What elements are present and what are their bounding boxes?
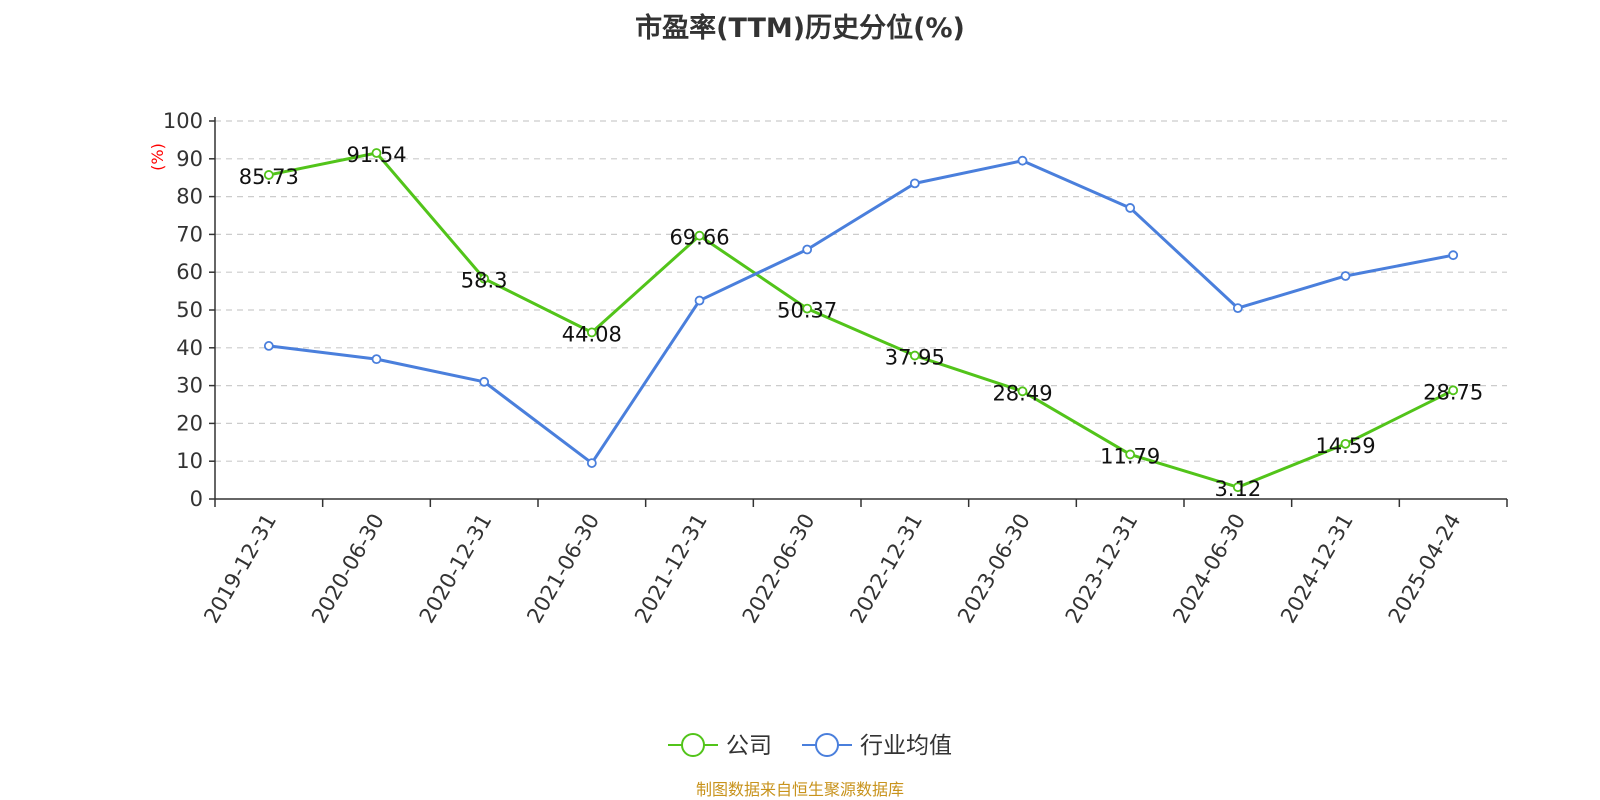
grid-lines <box>215 120 1507 462</box>
data-labels: 85.73 91.54 58.3 44.08 69.66 50.37 37.95 28.49 1… <box>239 143 1483 501</box>
data-point <box>802 303 813 314</box>
y-tick-label: 100 <box>163 109 203 133</box>
data-point <box>263 341 274 351</box>
data-label: 28.75 <box>1423 380 1483 404</box>
series-lines <box>263 148 1459 493</box>
data-point <box>1017 386 1028 397</box>
y-tick-label: 70 <box>176 222 203 246</box>
legend-item-0[interactable]: 公司 <box>668 733 772 759</box>
x-tick-label: 2021-12-31 <box>630 510 712 628</box>
x-tick-label: 2024-06-30 <box>1168 510 1250 628</box>
legend-marker-icon <box>815 733 839 757</box>
x-tick-label: 2020-06-30 <box>307 510 389 628</box>
legend[interactable]: 公司 行业均值 <box>668 733 952 759</box>
data-point <box>1232 482 1243 493</box>
y-tick-label: 30 <box>176 374 203 398</box>
data-point <box>1448 385 1459 396</box>
data-point <box>909 350 920 361</box>
data-point <box>1125 449 1136 460</box>
data-point <box>263 170 274 180</box>
y-tick-label: 20 <box>176 411 203 435</box>
data-label: 11.79 <box>1100 444 1160 468</box>
series-line-1 <box>268 159 1454 465</box>
data-point <box>694 230 705 241</box>
y-axis-label: (%) <box>148 143 167 171</box>
legend-marker-icon <box>681 733 705 757</box>
x-tick-label: 2023-12-31 <box>1061 510 1143 628</box>
data-point <box>479 273 490 284</box>
y-tick-label: 60 <box>176 260 203 284</box>
x-tick-label: 2024-12-31 <box>1276 510 1358 628</box>
data-point <box>1232 303 1243 314</box>
legend-label: 行业均值 <box>860 733 952 759</box>
data-label: 3.12 <box>1214 477 1261 501</box>
legend-item-1[interactable]: 行业均值 <box>802 733 952 759</box>
data-label: 37.95 <box>885 346 945 370</box>
data-point <box>1340 438 1351 449</box>
legend-label: 公司 <box>726 733 772 759</box>
data-label: 85.73 <box>239 165 299 189</box>
x-tick-label: 2023-06-30 <box>953 510 1035 628</box>
data-point <box>694 295 705 306</box>
y-tick-label: 50 <box>176 298 203 322</box>
y-tick-label: 0 <box>190 487 203 511</box>
data-point <box>1125 203 1136 213</box>
x-tick-label: 2021-06-30 <box>522 510 604 628</box>
data-point <box>802 244 813 255</box>
data-point <box>1340 271 1351 281</box>
source-note: 制图数据来自恒生聚源数据库 <box>695 780 904 799</box>
data-point <box>479 376 490 387</box>
x-tick-label: 2020-12-31 <box>415 510 497 628</box>
data-label: 58.3 <box>461 269 508 293</box>
y-tick-label: 10 <box>176 449 203 473</box>
data-label: 91.54 <box>346 143 406 167</box>
data-point <box>371 354 382 365</box>
data-label: 69.66 <box>669 226 729 250</box>
x-tick-label: 2022-12-31 <box>845 510 927 628</box>
y-tick-label: 90 <box>176 147 203 171</box>
x-tick-label: 2022-06-30 <box>738 510 820 628</box>
data-point <box>1017 155 1028 166</box>
data-point <box>586 327 597 338</box>
chart-title: 市盈率(TTM)历史分位(%) <box>635 13 965 44</box>
data-point <box>1448 250 1459 261</box>
data-label: 50.37 <box>777 299 837 323</box>
data-point <box>586 458 597 468</box>
y-tick-label: 80 <box>176 185 203 209</box>
data-point <box>371 148 382 158</box>
x-tick-label: 2019-12-31 <box>199 510 281 628</box>
axes: 0 10 20 30 40 50 60 70 80 90 100 (%) 2019-12-31 2020-… <box>148 109 1508 628</box>
x-tick-label: 2025-04-24 <box>1384 510 1466 628</box>
data-point <box>909 178 920 189</box>
y-tick-label: 40 <box>176 336 203 360</box>
data-label: 44.08 <box>562 322 622 346</box>
data-label: 14.59 <box>1315 434 1375 458</box>
data-label: 28.49 <box>992 381 1052 405</box>
series-line-0 <box>268 151 1454 489</box>
